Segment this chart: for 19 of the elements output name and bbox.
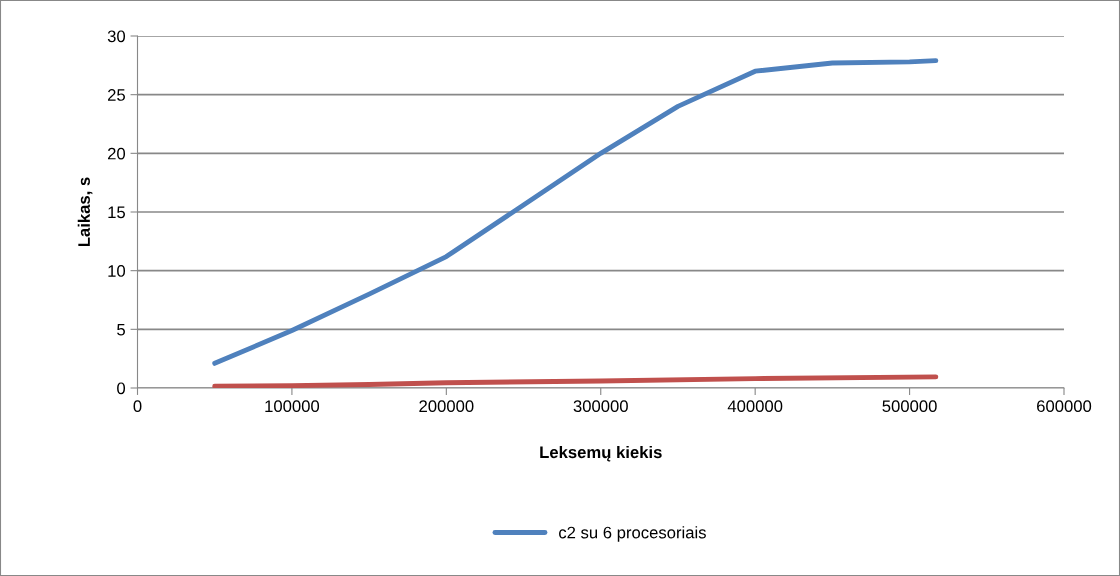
x-tick-label: 100000 [265,400,320,413]
y-tick-label: 10 [108,265,126,277]
line-series [212,374,939,388]
x-tick-label: 0 [133,400,142,413]
x-tick-label: 200000 [419,400,474,413]
y-axis-title: Laikas, s [77,177,93,247]
y-tick-label: 25 [108,89,125,101]
x-axis-title: Leksemų kiekis [540,445,662,462]
line-series [212,58,939,366]
y-tick-label: 15 [108,206,125,219]
y-tick-label: 0 [117,382,126,395]
x-tick-label: 400000 [727,400,783,413]
legend-label: c2 su 6 procesoriais [559,526,706,542]
y-tick-label: 30 [107,30,126,43]
x-tick-label: 300000 [573,400,628,413]
y-tick-label: 20 [108,147,126,160]
x-tick-label: 500000 [882,400,937,413]
x-tick-label: 600000 [1037,400,1092,413]
y-tick-label: 5 [117,323,125,336]
